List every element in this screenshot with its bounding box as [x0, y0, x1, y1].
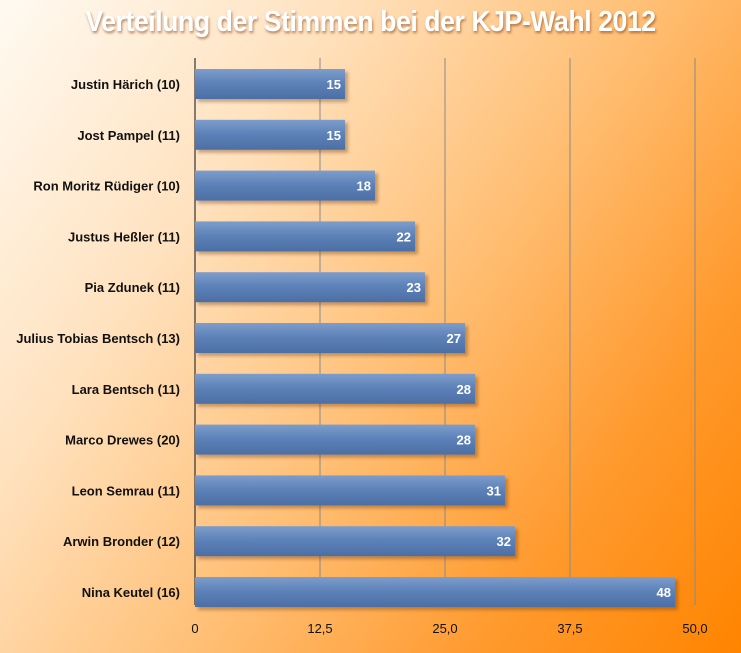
category-label: Nina Keutel (16): [82, 585, 180, 600]
data-label: 27: [447, 331, 461, 346]
category-label: Justus Heßler (11): [68, 229, 180, 244]
x-tick-label: 12,5: [307, 621, 332, 636]
x-tick-labels: 0 12,5 25,0 37,5 50,0: [191, 621, 707, 636]
category-label: Leon Semrau (11): [72, 483, 180, 498]
x-tick-label: 0: [191, 621, 198, 636]
category-label: Justin Härich (10): [71, 77, 180, 92]
data-label: 22: [397, 229, 411, 244]
category-label: Arwin Bronder (12): [63, 534, 180, 549]
data-label: 31: [487, 483, 501, 498]
bar: [195, 170, 375, 201]
value-labels: 15 15 18 22 23 27 28 28 31 32 48: [327, 77, 671, 600]
x-tick-label: 25,0: [432, 621, 457, 636]
bar: [195, 323, 465, 353]
x-tick-label: 37,5: [557, 621, 582, 636]
bar: [195, 119, 345, 150]
data-label: 18: [357, 179, 371, 194]
category-label: Pia Zdunek (11): [85, 280, 180, 295]
data-label: 48: [657, 585, 671, 600]
data-label: 23: [407, 280, 421, 295]
data-label: 28: [457, 382, 471, 397]
bar: [195, 424, 475, 455]
data-label: 15: [327, 128, 341, 143]
category-label: Jost Pampel (11): [77, 128, 180, 143]
category-labels: Justin Härich (10) Jost Pampel (11) Ron Mo…: [16, 77, 180, 600]
bar: [195, 475, 505, 506]
bar: [195, 69, 345, 99]
category-label: Julius Tobias Bentsch (13): [16, 331, 180, 346]
data-label: 32: [497, 534, 511, 549]
data-label: 15: [327, 77, 341, 92]
category-label: Lara Bentsch (11): [72, 382, 180, 397]
category-label: Ron Moritz Rüdiger (10): [33, 179, 180, 194]
bar: [195, 526, 515, 557]
bar: [195, 221, 415, 252]
x-tick-label: 50,0: [682, 621, 707, 636]
bar: [195, 373, 475, 404]
category-label: Marco Drewes (20): [65, 433, 180, 448]
bar: [195, 577, 675, 607]
data-label: 28: [457, 433, 471, 448]
bars: [195, 69, 675, 607]
chart-title: Verteilung der Stimmen bei der KJP-Wahl …: [85, 6, 656, 38]
bar: [195, 272, 425, 303]
